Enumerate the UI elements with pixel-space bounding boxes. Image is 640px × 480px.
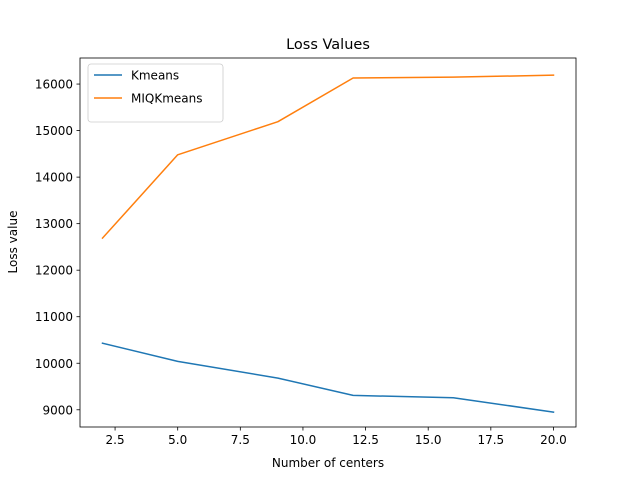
legend-box (87, 63, 224, 123)
y-tick-label: 11000 (35, 310, 73, 324)
series-line-miqkmeans (101, 74, 555, 240)
x-tick-label: 2.5 (106, 433, 125, 447)
x-tick-label: 10.0 (290, 433, 317, 447)
legend-label-kmeans: Kmeans (131, 69, 179, 83)
x-tick-label: 7.5 (231, 433, 250, 447)
y-tick-label: 9000 (42, 403, 73, 417)
x-axis-label: Number of centers (272, 456, 384, 470)
legend: Kmeans MIQKmeans (87, 63, 224, 123)
series-line-kmeans (101, 342, 555, 413)
x-tick-label: 17.5 (477, 433, 504, 447)
y-tick-label: 14000 (35, 171, 73, 185)
chart-title: Loss Values (286, 37, 370, 53)
y-tick-label: 12000 (35, 264, 73, 278)
y-tick-label: 16000 (35, 78, 73, 92)
x-tick-label: 20.0 (540, 433, 567, 447)
y-axis-label: Loss value (6, 211, 20, 274)
legend-label-miqkmeans: MIQKmeans (131, 92, 203, 106)
y-tick-label: 10000 (35, 357, 73, 371)
axes-frame (79, 57, 577, 428)
x-tick-label: 5.0 (168, 433, 187, 447)
y-tick-label: 15000 (35, 124, 73, 138)
x-tick-label: 12.5 (352, 433, 379, 447)
x-tick-label: 15.0 (415, 433, 442, 447)
y-tick-label: 13000 (35, 217, 73, 231)
plot-area: 2.5 5.0 7.5 10.0 12.5 15.0 17.5 20.0 9000 10000 11… (35, 57, 577, 447)
